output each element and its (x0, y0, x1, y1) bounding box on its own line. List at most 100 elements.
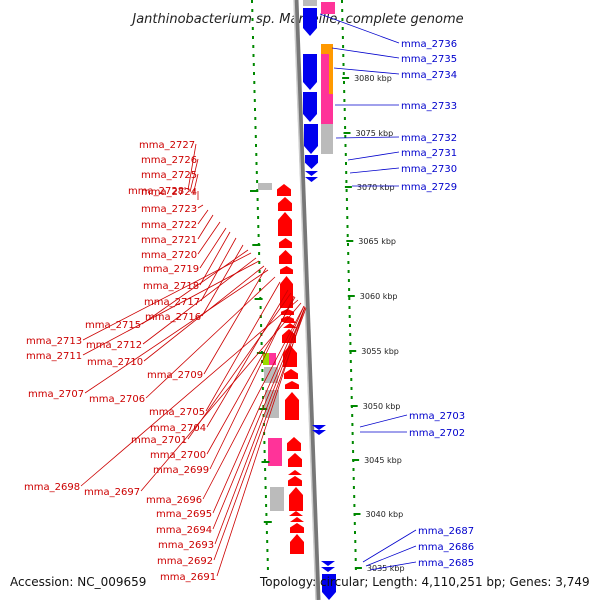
left-outer-dot (251, 18, 254, 21)
right-outer-dot (350, 378, 353, 381)
left-gene-label: mma_2717 (144, 297, 200, 308)
left-outer-dot (261, 369, 264, 372)
reverse-gene (277, 184, 291, 196)
right-outer-dot (347, 243, 349, 246)
right-outer-dot (344, 126, 347, 129)
left-gene-labels: mma_2728 mma_2727 mma_2726 mma_2725 mma_2724… (24, 140, 307, 583)
left-gene-label: mma_2719 (143, 264, 199, 275)
left-gene-label: mma_2723 (141, 204, 197, 215)
right-label-leader (333, 67, 400, 75)
left-label-leader (187, 292, 292, 440)
reverse-gene (279, 250, 292, 264)
right-outer-dot (343, 90, 346, 93)
left-label-leader (199, 227, 227, 269)
right-outer-dot (351, 423, 354, 426)
right-outer-dot (345, 189, 348, 192)
left-outer-dot (260, 342, 263, 345)
right-gene-label: mma_2732 (401, 133, 457, 144)
kbp-tick-label: 3045 kbp (364, 456, 402, 465)
right-gene-label: mma_2736 (401, 39, 457, 50)
reverse-gene (285, 381, 299, 389)
right-outer-dot (344, 144, 347, 147)
right-label-leader (335, 136, 400, 139)
right-outer-dot (354, 531, 356, 534)
left-gene-label: mma_2701 (131, 435, 187, 446)
left-gene-label: mma_2726 (141, 155, 197, 166)
left-outer-dot (253, 99, 256, 102)
left-outer-dot (252, 54, 255, 57)
right-gene-label: mma_2733 (401, 101, 457, 112)
right-outer-dot (347, 270, 350, 273)
left-label-leader (212, 305, 305, 514)
reverse-gene (284, 369, 298, 379)
left-label-leader (189, 158, 199, 193)
left-gene-label: mma_2698 (24, 482, 80, 493)
right-outer-dot (347, 252, 350, 255)
reverse-gene (288, 476, 302, 486)
left-outer-dot (251, 27, 254, 30)
right-outer-dot (348, 315, 351, 318)
left-gene-label: mma_2716 (145, 312, 201, 323)
right-outer-dot (344, 153, 347, 156)
right-outer-dot (352, 450, 355, 453)
kbp-tick-mark (353, 513, 361, 515)
left-outer-dot (261, 387, 264, 390)
left-outer-dot (265, 504, 268, 507)
left-gene-label: mma_2721 (141, 235, 197, 246)
reverse-gene (290, 534, 304, 554)
kbp-tick-label: 3050 kbp (363, 402, 401, 411)
right-outer-dot (345, 180, 348, 183)
left-outer-dot (259, 288, 262, 291)
left-gene-label: mma_2722 (141, 220, 197, 231)
kbp-tick-mark (352, 459, 360, 461)
minor-scale-tick (252, 244, 261, 246)
left-outer-dot (254, 126, 257, 129)
right-outer-dot (349, 351, 352, 354)
reverse-gene (288, 470, 302, 475)
left-outer-dot (265, 522, 268, 525)
left-outer-dot (258, 270, 261, 273)
right-outer-dot (345, 162, 347, 165)
gray-feature (258, 183, 272, 190)
kbp-tick-mark (342, 77, 350, 79)
reverse-gene (289, 511, 303, 516)
right-outer-dot (342, 63, 345, 66)
right-label-leader (319, 13, 400, 44)
left-outer-dot (263, 441, 266, 444)
right-label-leader (362, 529, 417, 563)
right-outer-dot (341, 0, 343, 3)
left-outer-dot (253, 81, 256, 84)
forward-gene (304, 124, 318, 154)
left-outer-dot (258, 279, 261, 282)
left-outer-dot (266, 540, 269, 543)
gray-feature (321, 124, 333, 154)
left-gene-label: mma_2692 (157, 556, 213, 567)
kbp-tick-mark (343, 132, 351, 134)
left-outer-dot (264, 477, 267, 480)
right-outer-dot (347, 279, 350, 282)
left-outer-dot (257, 234, 260, 237)
scale-dots (251, 0, 357, 570)
pink-feature (321, 94, 333, 124)
left-gene-label: mma_2727 (139, 140, 195, 151)
left-outer-dot (252, 63, 255, 66)
left-gene-label: mma_2715 (85, 320, 141, 331)
kbp-tick-label: 3060 kbp (360, 292, 398, 301)
left-label-leader (205, 281, 281, 412)
left-label-leader (143, 265, 265, 362)
right-outer-dot (343, 108, 346, 111)
right-outer-dot (349, 360, 352, 363)
left-gene-label: mma_2697 (84, 487, 140, 498)
left-label-leader (216, 306, 306, 577)
reverse-gene (285, 392, 299, 420)
right-outer-dot (350, 387, 353, 390)
kbp-tick-label: 3035 kbp (367, 564, 405, 573)
genome-backbone (293, 0, 321, 600)
right-outer-dot (341, 18, 344, 21)
left-outer-dot (256, 207, 259, 210)
left-gene-label: mma_2724 (141, 187, 197, 198)
left-outer-dot (262, 396, 265, 399)
left-gene-label: mma_2695 (156, 509, 212, 520)
right-outer-dot (341, 36, 344, 39)
kbp-tick-mark (344, 186, 352, 188)
